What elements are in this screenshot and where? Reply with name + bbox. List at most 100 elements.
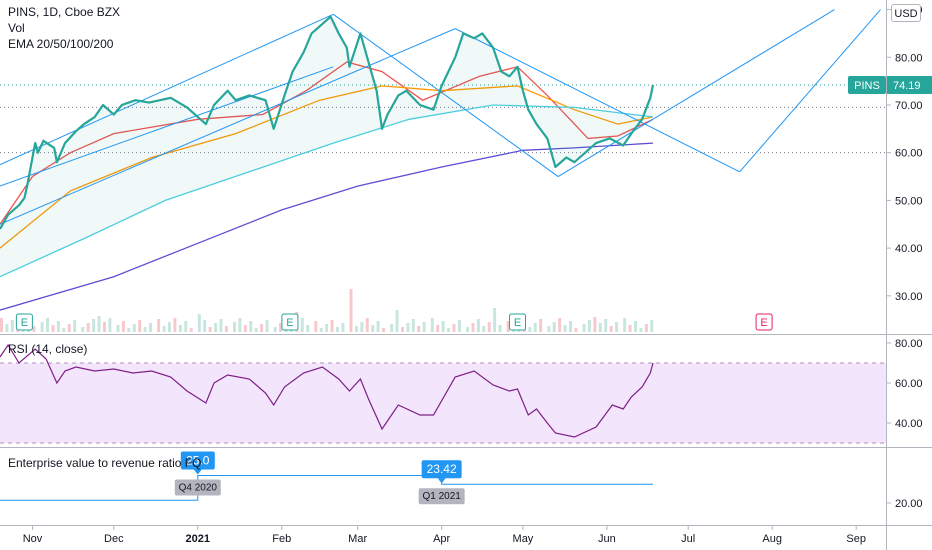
volume-bar [224,326,228,332]
volume-bar [5,324,9,332]
volume-bar [46,318,50,332]
volume-bar [108,318,112,332]
ev-value-pointer [193,469,202,475]
volume-bar [506,321,510,332]
volume-bar [466,327,470,332]
volume-bar [417,326,421,332]
volume-bar [143,327,147,332]
volume-bar [563,325,567,332]
volume-bar [254,328,258,332]
volume-bar [330,320,334,332]
time-tick-label: Nov [23,533,43,545]
trend-line [454,28,740,173]
ema-line-100 [0,104,654,278]
ev-value-pointer [437,478,446,484]
volume-bar [644,324,648,332]
earnings-marker-label: E [514,317,521,329]
volume-bar [208,327,212,332]
ev-revenue-legend[interactable]: Enterprise value to revenue ratio FQ [8,456,202,470]
symbol-tag-text: PINS [854,80,880,92]
time-tick-label: Sep [846,533,866,545]
volume-bar [628,325,632,332]
volume-bar [203,320,207,332]
price-tick-label: 40.00 [895,243,923,255]
volume-bar [102,322,106,332]
volume-bar [487,322,491,332]
time-tick-label: Aug [762,533,782,545]
volume-bar [482,326,486,332]
ev-value-text: 25.0 [186,454,210,468]
earnings-marker-box [509,313,527,331]
volume-bar [558,318,562,332]
volume-bar [249,321,253,332]
volume-bar [138,320,142,332]
volume-bar [457,320,461,332]
volume-bar [452,324,456,332]
volume-bar [360,322,364,332]
trend-line [332,13,559,177]
price-tick-label: 30.00 [895,291,923,303]
volume-bar [447,328,451,332]
volume-bar [197,314,201,332]
volume-bar [279,323,283,332]
volume-legend[interactable]: Vol [8,21,25,35]
volume-bar [471,323,475,332]
volume-bar [300,318,304,332]
volume-bar [476,319,480,332]
earnings-marker-label: E [21,317,28,329]
volume-bar [552,322,556,332]
volume-bar [184,321,188,332]
volume-bar [306,325,310,332]
time-tick-label: Feb [272,533,291,545]
time-tick-label: Jul [681,533,695,545]
volume-bar [10,320,14,332]
volume-bar [314,321,318,332]
earnings-marker: E [509,313,527,331]
currency-button[interactable]: USD [891,4,921,22]
earnings-marker: E [15,313,33,331]
rsi-tick-label: 80.00 [895,338,923,350]
volume-bar [528,327,532,332]
time-tick-label: Jun [598,533,616,545]
earnings-marker-box [755,313,773,331]
volume-bar [639,328,643,332]
volume-bar [162,326,166,332]
volume-bar [533,323,537,332]
volume-bar [422,322,426,332]
volume-bar [349,289,353,332]
price-cloud [0,16,653,277]
ev-quarter-badge [174,479,221,496]
trend-drawings [0,9,881,225]
volume-bar [547,326,551,332]
ev-quarter-badge [418,488,465,505]
volume-bar [582,324,586,332]
volume-bar [341,323,345,332]
volume-bar [260,324,264,332]
volume-bar [121,321,125,332]
volume-bar [376,321,380,332]
ema-line-20 [0,61,654,225]
volume-bar [354,326,358,332]
volume-bar [127,328,131,332]
trend-line [557,9,835,177]
volume-bar [67,324,71,332]
volume-bar [634,321,638,332]
volume-bar [371,325,375,332]
volume-bar [436,325,440,332]
volume-bar [219,319,223,332]
symbol-legend[interactable]: PINS, 1D, Cboe BZX [8,5,121,19]
volume-bar [273,327,277,332]
ema-legend[interactable]: EMA 20/50/100/200 [8,37,114,51]
volume-bar [149,323,153,332]
volume-bar [243,325,247,332]
rsi-legend[interactable]: RSI (14, close) [8,342,88,356]
volume-bar [178,325,182,332]
last-price-value: 74.19 [893,80,921,92]
price-tick-label: 70.00 [895,100,923,112]
volume-bar [539,319,543,332]
time-tick-label: May [513,533,534,545]
volume-bar [157,319,161,332]
volume-bar [568,321,572,332]
volume-bar [325,324,329,332]
